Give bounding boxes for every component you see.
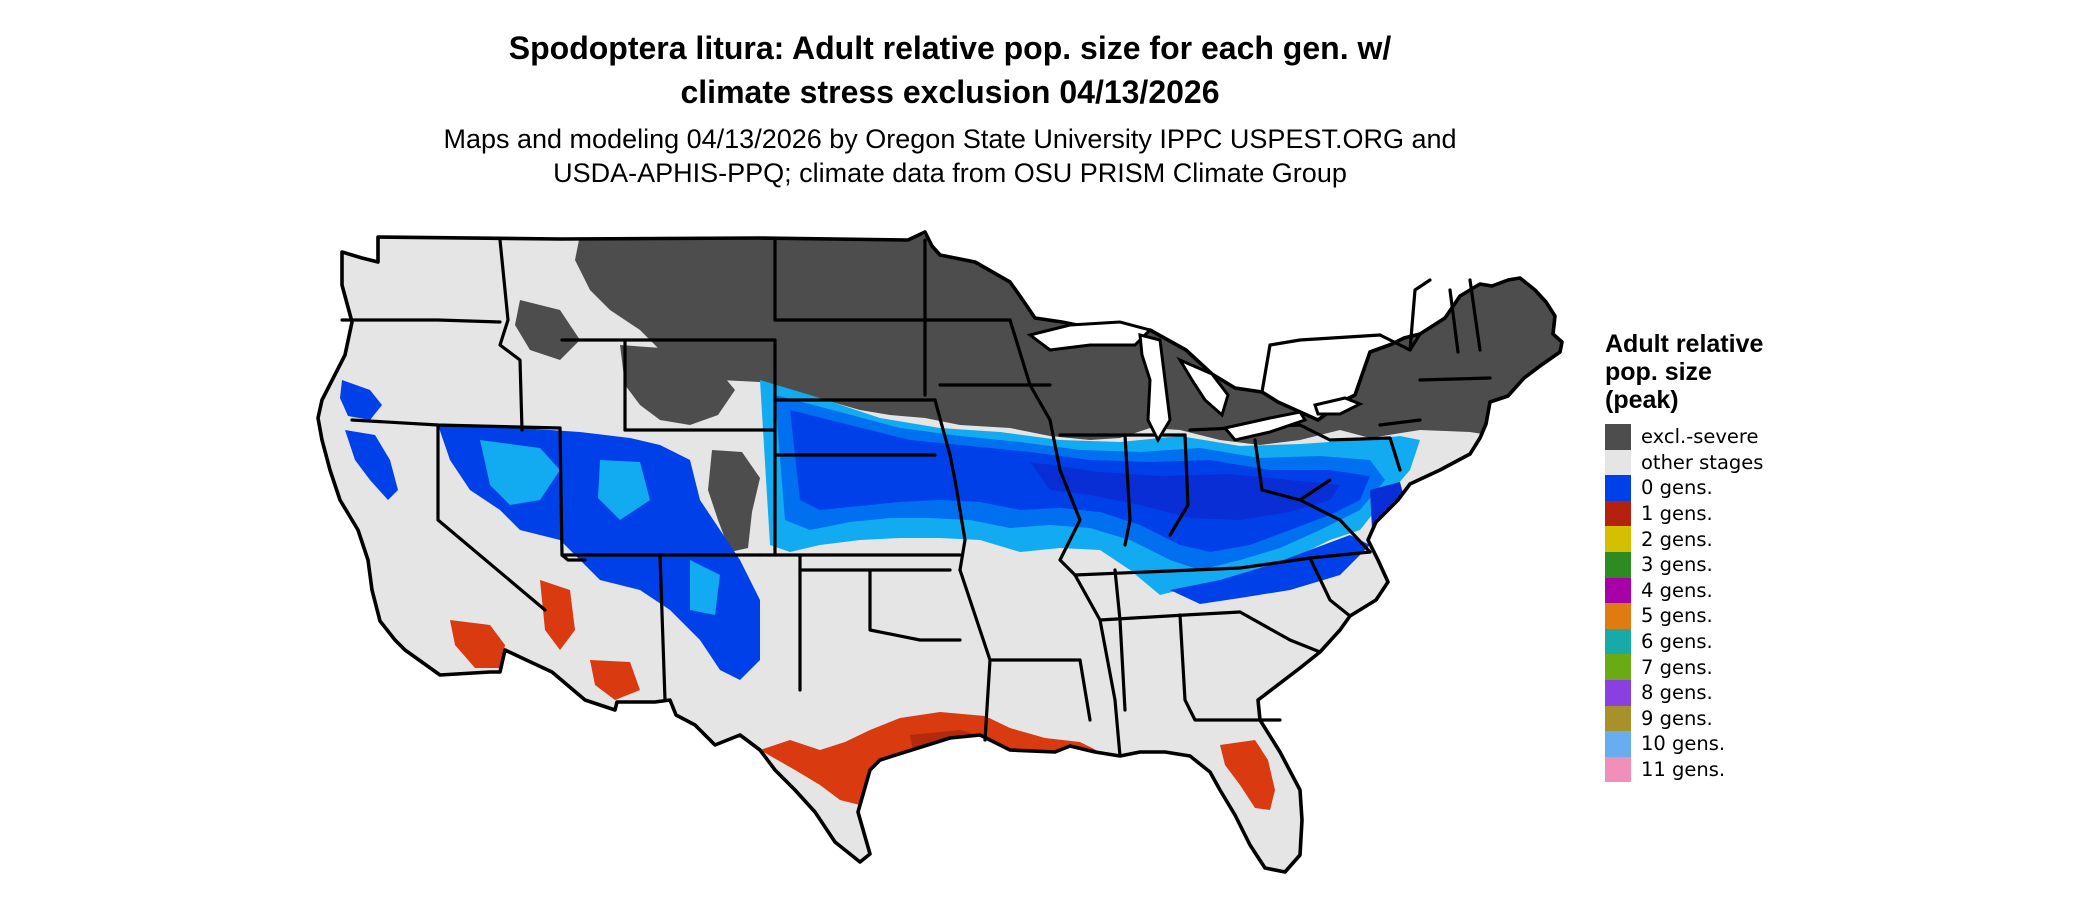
legend-swatch [1605, 654, 1631, 680]
legend-swatch [1605, 449, 1631, 476]
legend-label: excl.-severe [1641, 425, 1759, 449]
lake-huron [1176, 356, 1230, 418]
legend-label: 1 gens. [1641, 502, 1713, 526]
legend-label: 4 gens. [1641, 578, 1713, 602]
legend-item: 10 gens. [1605, 731, 1835, 757]
zero-gens-appalachia [1170, 535, 1370, 604]
legend-item: 11 gens. [1605, 756, 1835, 783]
legend-label: 7 gens. [1641, 655, 1713, 679]
legend-swatch [1605, 526, 1631, 552]
zero-gens-oregon-coast [340, 380, 382, 420]
legend-item: 8 gens. [1605, 679, 1835, 706]
legend-item: 0 gens. [1605, 475, 1835, 501]
title-line-2: climate stress exclusion 04/13/2026 [680, 74, 1220, 110]
legend-item: 1 gens. [1605, 500, 1835, 527]
legend-item: 6 gens. [1605, 628, 1835, 655]
legend-label: 11 gens. [1641, 758, 1726, 782]
us-map [300, 215, 1600, 892]
legend-title: Adult relative pop. size (peak) [1605, 330, 1835, 414]
subtitle-line-1: Maps and modeling 04/13/2026 by Oregon S… [443, 124, 1457, 154]
zero-gens-california-coast [345, 430, 398, 500]
legend-label: other stages [1641, 450, 1764, 474]
legend-title-line-2: pop. size [1605, 358, 1712, 386]
legend-swatch [1605, 628, 1631, 655]
legend-item: 7 gens. [1605, 654, 1835, 680]
lake-michigan [1138, 333, 1172, 444]
legend-swatch [1605, 500, 1631, 527]
legend-item: other stages [1605, 449, 1835, 476]
legend-item: 4 gens. [1605, 577, 1835, 604]
lake-erie [1222, 410, 1308, 442]
legend-item: 9 gens. [1605, 705, 1835, 732]
legend-label: 10 gens. [1641, 732, 1726, 756]
zero-gens-dark-core [1030, 462, 1340, 520]
legend-swatch [1605, 705, 1631, 732]
legend-swatch [1605, 551, 1631, 578]
zero-gens-light-patches-west [480, 440, 720, 615]
legend-label: 2 gens. [1641, 527, 1713, 551]
legend-label: 5 gens. [1641, 604, 1713, 628]
legend-item: 5 gens. [1605, 603, 1835, 629]
excluded-zone-idaho [515, 300, 580, 360]
map-title: Spodoptera litura: Adult relative pop. s… [380, 26, 1520, 114]
state-borders [340, 238, 1492, 758]
legend-item: 2 gens. [1605, 526, 1835, 552]
legend-swatch [1605, 679, 1631, 706]
legend-label: 8 gens. [1641, 681, 1713, 705]
legend-swatch [1605, 475, 1631, 501]
legend-swatch [1605, 731, 1631, 757]
legend-item: 3 gens. [1605, 551, 1835, 578]
legend-label: 0 gens. [1641, 476, 1713, 500]
legend-swatch [1605, 603, 1631, 629]
one-gen-southern-california [450, 620, 505, 668]
legend-label: 3 gens. [1641, 553, 1713, 577]
us-map-svg [316, 230, 1564, 874]
great-lakes [1026, 320, 1364, 444]
legend-title-line-1: Adult relative [1605, 330, 1764, 358]
one-gen-arizona [540, 580, 640, 700]
legend-item: excl.-severe [1605, 424, 1835, 450]
legend-label: 9 gens. [1641, 706, 1713, 730]
legend-swatch [1605, 424, 1631, 450]
title-line-1: Spodoptera litura: Adult relative pop. s… [508, 30, 1392, 66]
map-subtitle: Maps and modeling 04/13/2026 by Oregon S… [380, 122, 1520, 190]
legend-title-line-3: (peak) [1605, 386, 1679, 414]
legend-swatch [1605, 577, 1631, 604]
excluded-zone-colorado [708, 450, 760, 552]
legend-label: 6 gens. [1641, 630, 1713, 654]
one-gen-florida [1220, 740, 1275, 810]
legend-swatch [1605, 756, 1631, 783]
legend: Adult relative pop. size (peak) excl.-se… [1605, 330, 1835, 783]
subtitle-line-2: USDA-APHIS-PPQ; climate data from OSU PR… [553, 158, 1347, 188]
lake-ontario [1313, 396, 1364, 416]
legend-items: excl.-severe other stages 0 gens. 1 gens. 2 … [1605, 424, 1835, 783]
excluded-zone-wyoming [620, 345, 735, 425]
